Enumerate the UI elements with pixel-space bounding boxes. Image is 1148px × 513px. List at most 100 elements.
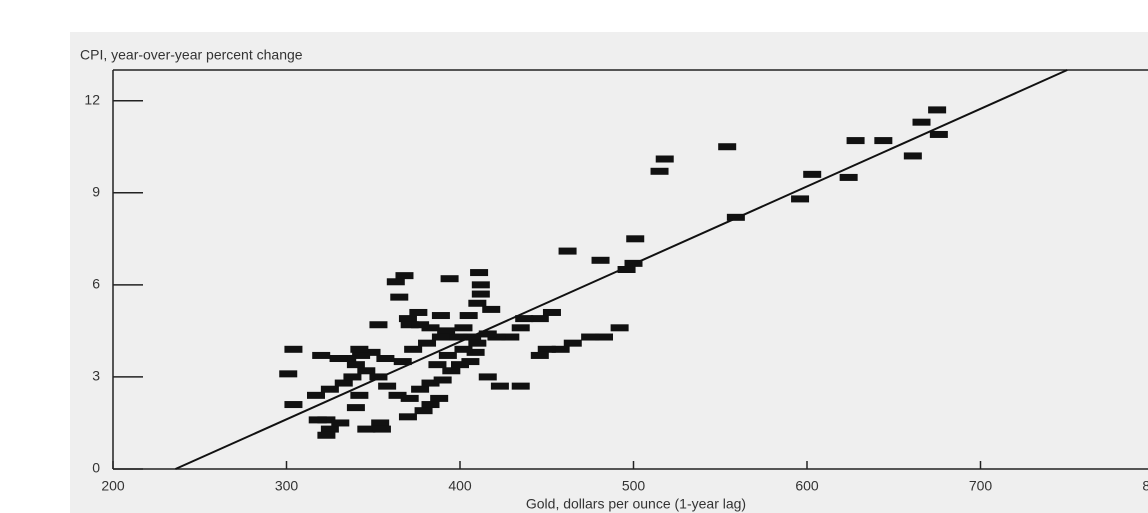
scatter-point (317, 431, 336, 439)
x-tick-label: 400 (448, 478, 472, 494)
scatter-point (466, 348, 485, 356)
scatter-point (369, 373, 388, 381)
scatter-point (610, 324, 629, 332)
scatter-point (591, 256, 610, 264)
scatter-point (352, 351, 371, 359)
scatter-point (409, 308, 428, 316)
scatter-point (395, 272, 414, 280)
scatter-point (378, 382, 397, 390)
scatter-point (437, 327, 456, 335)
scatter-point (414, 407, 433, 415)
scatter-point (928, 106, 947, 114)
scatter-point (563, 339, 582, 347)
scatter-point (404, 345, 423, 353)
scatter-point (388, 391, 407, 399)
scatter-point (320, 425, 339, 433)
x-tick-label: 700 (969, 478, 993, 494)
scatter-point (279, 370, 298, 378)
scatter-point (369, 321, 388, 329)
y-tick-label: 3 (92, 368, 100, 384)
scatter-point (390, 293, 409, 301)
scatter-point (537, 345, 556, 353)
y-tick-label: 6 (92, 276, 100, 292)
scatter-point (471, 281, 490, 289)
scatter-point (470, 269, 489, 277)
scatter-point (331, 419, 350, 427)
scatter-point (451, 361, 469, 369)
x-tick-label: 200 (101, 478, 125, 494)
scatter-point (530, 351, 549, 359)
scatter-point (372, 425, 391, 433)
y-tick-label: 12 (84, 91, 100, 107)
scatter-point (398, 413, 417, 421)
scatter-point (386, 278, 405, 286)
scatter-point (346, 361, 365, 369)
fit-line (175, 69, 1068, 470)
scatter-point (650, 167, 669, 175)
scatter-point (718, 143, 737, 151)
scatter-point (430, 394, 449, 402)
scatter-point (421, 379, 440, 387)
scatter-point (357, 425, 376, 433)
x-tick-label: 500 (622, 478, 646, 494)
scatter-point (581, 333, 600, 341)
scatter-point (308, 416, 327, 424)
x-axis-label: Gold, dollars per ounce (1-year lag) (526, 496, 746, 512)
scatter-point (511, 324, 530, 332)
x-tick-label: 600 (795, 478, 819, 494)
scatter-point (428, 361, 447, 369)
scatter-point (431, 312, 450, 320)
scatter-point (320, 385, 339, 393)
scatter-point (595, 333, 614, 341)
scatter-point (411, 321, 430, 329)
scatter-point (431, 333, 450, 341)
scatter-point (839, 173, 858, 181)
x-tick-label: 800 (1142, 478, 1148, 494)
scatter-point (454, 324, 473, 332)
scatter-point (471, 290, 490, 298)
scatter-point (306, 391, 325, 399)
scatter-point (343, 373, 362, 381)
scatter-point (398, 315, 417, 323)
scatter-point (284, 345, 303, 353)
scatter-point (440, 275, 459, 283)
scatter-point (874, 137, 893, 145)
scatter-point (346, 404, 365, 412)
scatter-point (655, 155, 674, 163)
y-tick-label: 0 (92, 460, 100, 476)
scatter-point (551, 345, 570, 353)
scatter-point (433, 376, 452, 384)
scatter-point (912, 118, 931, 126)
scatter-point (542, 308, 561, 316)
scatter-point (490, 382, 509, 390)
scatter-point (617, 266, 636, 273)
scatter-point (791, 195, 810, 203)
scatter-point (442, 367, 461, 375)
scatter-point (400, 394, 419, 402)
scatter-point (329, 355, 348, 363)
y-tick-label: 9 (92, 183, 100, 199)
scatter-point (482, 305, 501, 313)
scatter-point (468, 299, 487, 307)
scatter-point (468, 339, 487, 347)
scatter-point (357, 367, 376, 375)
scatter-point (312, 351, 331, 359)
scatter-point (376, 355, 395, 363)
x-tick-label: 300 (275, 478, 299, 494)
scatter-point (929, 130, 948, 138)
scatter-point (411, 385, 430, 393)
scatter-point (461, 358, 480, 366)
scatter-point (515, 315, 534, 323)
scatter-point (438, 351, 457, 359)
scatter-point (511, 382, 530, 390)
scatter-point (478, 330, 497, 338)
scatter-point (501, 333, 520, 341)
scatter-point (350, 391, 369, 399)
scatter-point (393, 358, 412, 366)
scatter-point (362, 348, 381, 356)
scatter-point (846, 137, 865, 145)
scatter-point (558, 247, 577, 255)
scatter-point (803, 170, 822, 178)
scatter-point (421, 401, 440, 409)
